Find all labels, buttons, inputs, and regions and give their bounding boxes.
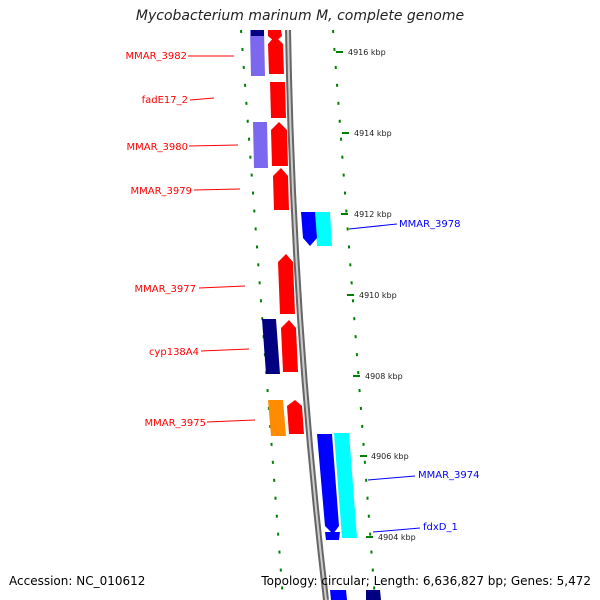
cds-reverse — [317, 434, 339, 534]
cog-feature — [262, 319, 280, 374]
cds-forward — [268, 36, 284, 74]
tick-label: 4906 kbp — [371, 452, 409, 461]
kbp-tick-labels: 4916 kbp 4914 kbp 4912 kbp 4910 kbp 4908… — [336, 48, 416, 542]
gene-label: MMAR_3979 — [131, 186, 193, 197]
cds-reverse — [330, 590, 347, 600]
gene-label: MMAR_3977 — [135, 284, 197, 295]
genome-summary: Topology: circular; Length: 6,636,827 bp… — [261, 574, 591, 588]
cds-forward — [278, 254, 295, 314]
cog-feature — [315, 212, 332, 246]
tick-label: 4916 kbp — [348, 48, 386, 57]
cog-feature — [366, 590, 381, 600]
gene-label: fdxD_1 — [423, 522, 458, 533]
cds-track — [268, 30, 347, 600]
accession-label: Accession: NC_010612 — [9, 574, 146, 588]
tick-label: 4912 kbp — [354, 210, 392, 219]
tick-label: 4904 kbp — [378, 533, 416, 542]
cog-feature — [334, 433, 357, 538]
gene-label: fadE17_2 — [142, 95, 188, 106]
tick-label: 4908 kbp — [365, 372, 403, 381]
gene-leaders — [188, 55, 421, 533]
cds-forward — [273, 168, 289, 210]
cds-reverse — [325, 532, 340, 540]
cog-feature — [253, 122, 268, 168]
cog-feature — [250, 30, 265, 76]
cog-feature — [251, 30, 264, 36]
gene-label: MMAR_3978 — [399, 219, 461, 230]
gene-label: MMAR_3974 — [418, 470, 480, 481]
gene-labels: MMAR_3982 fadE17_2 MMAR_3980 MMAR_3979 M… — [126, 51, 480, 533]
gene-label: MMAR_3975 — [145, 418, 207, 429]
cog-feature — [268, 400, 286, 436]
map-title: Mycobacterium marinum M, complete genome — [135, 8, 465, 24]
cds-forward — [271, 122, 288, 166]
gene-label: cyp138A4 — [149, 347, 199, 358]
cds-forward — [287, 400, 304, 434]
cds-reverse — [301, 212, 317, 246]
genome-backbone — [285, 29, 329, 600]
cds-forward — [281, 320, 298, 372]
cog-track — [250, 30, 381, 600]
gene-label: MMAR_3982 — [126, 51, 188, 62]
tick-label: 4910 kbp — [359, 291, 397, 300]
cds-forward — [270, 82, 286, 118]
tick-label: 4914 kbp — [354, 129, 392, 138]
gene-label: MMAR_3980 — [127, 142, 189, 153]
